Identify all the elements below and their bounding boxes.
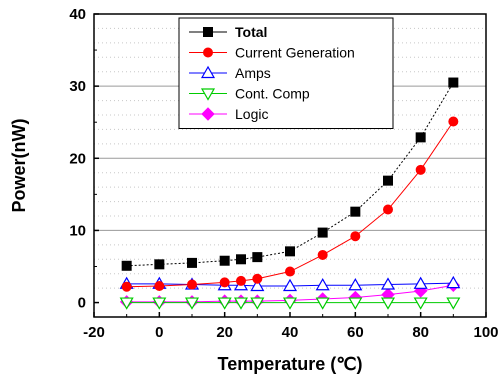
- legend-marker: [203, 27, 213, 37]
- data-point: [415, 132, 426, 143]
- data-point: [121, 281, 132, 292]
- y-tick-label: 40: [69, 6, 86, 23]
- x-tick-label: 0: [155, 324, 163, 341]
- data-point: [348, 278, 363, 291]
- legend: Total Current Generation Amps Cont. Comp Log…: [178, 17, 394, 129]
- data-point: [448, 77, 459, 88]
- series-amps: [119, 275, 461, 292]
- legend-item: Total: [189, 24, 267, 40]
- data-point: [315, 278, 330, 291]
- legend-marker: [200, 88, 216, 101]
- x-tick-label: 40: [282, 324, 299, 341]
- data-point: [282, 278, 298, 292]
- x-tick-label: 20: [216, 324, 233, 341]
- series-layer: [119, 77, 461, 310]
- data-point: [250, 297, 265, 310]
- data-point: [219, 277, 230, 288]
- data-point: [252, 273, 263, 284]
- x-tick-label: 60: [347, 324, 364, 341]
- data-point: [152, 297, 167, 310]
- data-point: [217, 297, 232, 310]
- data-point: [154, 259, 165, 270]
- data-point: [119, 297, 134, 310]
- series-current-generation: [121, 116, 459, 292]
- data-point: [184, 297, 200, 310]
- data-point: [446, 297, 461, 310]
- data-point: [285, 266, 295, 277]
- y-axis-title: Power(nW): [9, 119, 29, 213]
- data-point: [252, 252, 263, 263]
- series-line: [126, 121, 454, 288]
- data-point: [380, 277, 396, 290]
- legend-label: Current Generation: [235, 45, 355, 61]
- legend-label: Cont. Comp: [235, 86, 310, 102]
- data-point: [348, 297, 363, 310]
- legend-marker: [200, 65, 216, 79]
- data-point: [380, 297, 396, 310]
- data-point: [415, 164, 426, 175]
- legend-marker: [201, 107, 215, 121]
- data-point: [383, 204, 393, 215]
- data-point: [187, 257, 197, 268]
- y-tick-label: 30: [69, 78, 86, 95]
- y-tick-label: 0: [78, 295, 86, 312]
- data-point: [250, 278, 265, 292]
- data-point: [317, 249, 328, 260]
- x-tick-label: -20: [83, 324, 105, 341]
- data-point: [315, 297, 330, 310]
- axis-ticks: -20 0 20 40 60 80 100 0 10 20 30 40: [69, 6, 498, 341]
- data-point: [121, 260, 132, 271]
- x-axis-title: Temperature (℃): [218, 354, 363, 374]
- y-tick-label: 10: [69, 222, 86, 239]
- data-point: [219, 255, 230, 266]
- series-total: [121, 77, 459, 271]
- data-point: [236, 254, 246, 265]
- data-point: [317, 227, 328, 238]
- data-point: [413, 297, 428, 310]
- data-point: [187, 279, 197, 290]
- data-point: [285, 246, 295, 257]
- legend-label: Amps: [235, 65, 271, 81]
- data-point: [236, 275, 246, 286]
- legend-item: Cont. Comp: [189, 86, 310, 102]
- legend-label: Logic: [235, 106, 268, 122]
- data-point: [282, 297, 298, 310]
- data-point: [233, 297, 249, 310]
- data-point: [446, 275, 461, 289]
- legend-item: Current Generation: [189, 45, 355, 61]
- legend-label: Total: [235, 24, 267, 40]
- data-point: [350, 206, 361, 217]
- series-cont-comp: [119, 297, 461, 310]
- legend-item: Logic: [189, 106, 268, 122]
- data-point: [383, 175, 393, 186]
- data-point: [350, 231, 361, 242]
- data-point: [413, 276, 428, 289]
- legend-marker: [203, 47, 213, 58]
- data-point: [154, 280, 165, 291]
- data-point: [448, 116, 459, 127]
- x-tick-label: 80: [412, 324, 429, 341]
- legend-item: Amps: [189, 65, 271, 81]
- x-tick-label: 100: [473, 324, 498, 341]
- y-tick-label: 20: [69, 150, 86, 167]
